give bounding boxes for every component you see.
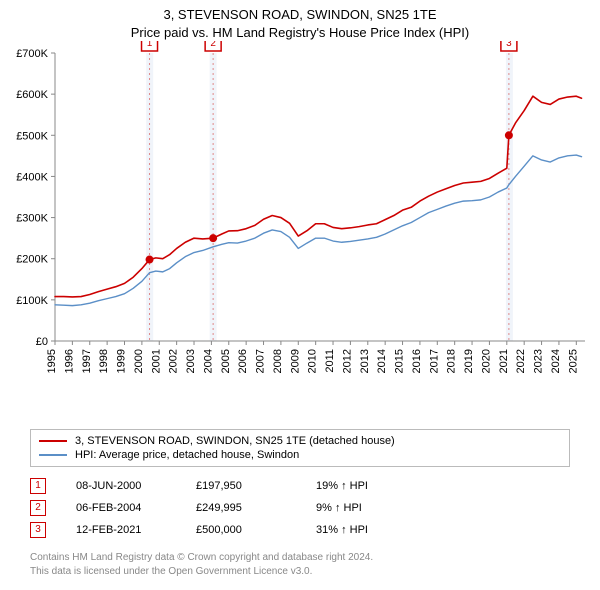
sale-marker-price: £197,950: [196, 480, 286, 492]
svg-text:2004: 2004: [202, 349, 214, 373]
sale-marker-price: £249,995: [196, 502, 286, 514]
svg-text:1996: 1996: [63, 349, 75, 373]
chart-titles: 3, STEVENSON ROAD, SWINDON, SN25 1TE Pri…: [0, 0, 600, 41]
sale-marker-row: 3 12-FEB-2021 £500,000 31% ↑ HPI: [30, 519, 570, 541]
svg-text:1997: 1997: [81, 349, 93, 373]
sale-marker-date: 12-FEB-2021: [76, 524, 166, 536]
title-subtitle: Price paid vs. HM Land Registry's House …: [0, 24, 600, 42]
svg-text:2007: 2007: [255, 349, 267, 373]
svg-text:2005: 2005: [220, 349, 232, 373]
svg-text:2025: 2025: [567, 349, 579, 373]
sale-marker-badge: 1: [30, 478, 46, 494]
svg-text:2011: 2011: [324, 349, 336, 373]
svg-text:2020: 2020: [480, 349, 492, 373]
sale-marker-badge: 3: [30, 522, 46, 538]
legend-label: HPI: Average price, detached house, Swin…: [75, 449, 299, 461]
svg-text:2024: 2024: [550, 349, 562, 373]
sale-marker-price: £500,000: [196, 524, 286, 536]
svg-text:£0: £0: [36, 336, 48, 348]
svg-text:£100K: £100K: [16, 295, 48, 307]
svg-text:2013: 2013: [359, 349, 371, 373]
svg-text:2009: 2009: [289, 349, 301, 373]
svg-text:2019: 2019: [463, 349, 475, 373]
chart-plot-area: £0 £100K £200K £300K £400K £500K £600K £700K 199…: [0, 41, 600, 421]
legend-swatch: [39, 440, 67, 442]
attribution-footer: Contains HM Land Registry data © Crown c…: [30, 551, 570, 586]
line-chart-svg: £0 £100K £200K £300K £400K £500K £600K £700K 199…: [0, 41, 600, 421]
svg-text:£200K: £200K: [16, 254, 48, 266]
sale-marker-delta: 9% ↑ HPI: [316, 502, 406, 514]
sale-marker-row: 1 08-JUN-2000 £197,950 19% ↑ HPI: [30, 475, 570, 497]
svg-text:2006: 2006: [237, 349, 249, 373]
svg-text:2018: 2018: [446, 349, 458, 373]
svg-text:1995: 1995: [46, 349, 58, 373]
svg-text:3: 3: [506, 41, 512, 49]
svg-text:2022: 2022: [515, 349, 527, 373]
footer-line-1: Contains HM Land Registry data © Crown c…: [30, 551, 570, 565]
chart-container: 3, STEVENSON ROAD, SWINDON, SN25 1TE Pri…: [0, 0, 600, 586]
svg-text:2002: 2002: [168, 349, 180, 373]
svg-text:2003: 2003: [185, 349, 197, 373]
legend-row: HPI: Average price, detached house, Swin…: [39, 448, 561, 462]
svg-text:£400K: £400K: [16, 172, 48, 184]
svg-text:1999: 1999: [116, 349, 128, 373]
svg-text:£300K: £300K: [16, 213, 48, 225]
legend-row: 3, STEVENSON ROAD, SWINDON, SN25 1TE (de…: [39, 434, 561, 448]
svg-text:2015: 2015: [394, 349, 406, 373]
sale-marker-delta: 19% ↑ HPI: [316, 480, 406, 492]
svg-text:2000: 2000: [133, 349, 145, 373]
svg-text:1998: 1998: [98, 349, 110, 373]
legend-swatch: [39, 454, 67, 456]
svg-text:2: 2: [210, 41, 216, 49]
svg-text:2012: 2012: [341, 349, 353, 373]
sale-marker-delta: 31% ↑ HPI: [316, 524, 406, 536]
svg-text:2014: 2014: [376, 349, 388, 373]
sale-marker-badge: 2: [30, 500, 46, 516]
sale-marker-row: 2 06-FEB-2004 £249,995 9% ↑ HPI: [30, 497, 570, 519]
footer-line-2: This data is licensed under the Open Gov…: [30, 565, 570, 579]
title-address: 3, STEVENSON ROAD, SWINDON, SN25 1TE: [0, 6, 600, 24]
svg-text:1: 1: [147, 41, 153, 49]
svg-text:2010: 2010: [307, 349, 319, 373]
svg-text:2021: 2021: [498, 349, 510, 373]
svg-text:2016: 2016: [411, 349, 423, 373]
svg-text:2008: 2008: [272, 349, 284, 373]
svg-text:£600K: £600K: [16, 89, 48, 101]
svg-text:2023: 2023: [533, 349, 545, 373]
svg-text:2017: 2017: [428, 349, 440, 373]
legend-label: 3, STEVENSON ROAD, SWINDON, SN25 1TE (de…: [75, 435, 395, 447]
svg-text:£700K: £700K: [16, 48, 48, 60]
svg-text:£500K: £500K: [16, 130, 48, 142]
legend: 3, STEVENSON ROAD, SWINDON, SN25 1TE (de…: [30, 429, 570, 467]
sale-marker-date: 06-FEB-2004: [76, 502, 166, 514]
svg-text:2001: 2001: [150, 349, 162, 373]
sale-marker-date: 08-JUN-2000: [76, 480, 166, 492]
sales-marker-table: 1 08-JUN-2000 £197,950 19% ↑ HPI 2 06-FEB-200…: [30, 475, 570, 541]
